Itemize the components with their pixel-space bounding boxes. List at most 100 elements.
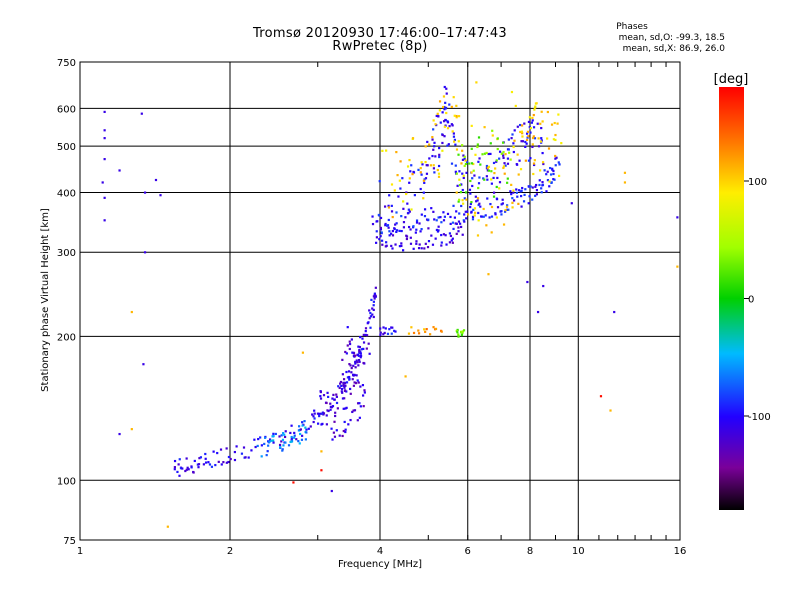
echo-point — [338, 434, 341, 437]
echo-point — [371, 215, 374, 218]
echo-point — [380, 239, 384, 242]
echo-point — [487, 169, 491, 172]
echo-point — [375, 230, 378, 233]
echo-point — [514, 104, 517, 108]
echo-point — [491, 134, 494, 137]
echo-point — [437, 172, 441, 175]
echo-point — [437, 216, 440, 219]
echo-point — [353, 373, 356, 376]
echo-point — [540, 141, 543, 144]
echo-point — [358, 345, 362, 349]
echo-point — [451, 124, 454, 127]
echo-point — [515, 188, 518, 191]
echo-point — [453, 216, 456, 219]
echo-point — [366, 322, 369, 325]
echo-point — [513, 139, 516, 142]
echo-point — [506, 162, 510, 165]
echo-point — [351, 351, 354, 354]
echo-point — [534, 194, 537, 197]
echo-point — [329, 402, 332, 405]
echo-point — [293, 436, 296, 439]
echo-point — [365, 347, 368, 350]
echo-point — [442, 95, 446, 98]
echo-point — [387, 206, 391, 209]
echo-point — [532, 113, 535, 117]
echo-point — [340, 390, 343, 393]
echo-point — [477, 203, 480, 207]
echo-point — [450, 162, 454, 165]
echo-point — [535, 183, 538, 187]
echo-point — [140, 112, 143, 115]
echo-point — [468, 162, 471, 165]
echo-point — [419, 167, 422, 170]
echo-point — [440, 330, 443, 333]
echo-point — [407, 332, 411, 335]
echo-point — [270, 439, 273, 442]
echo-point — [533, 108, 536, 111]
echo-point — [425, 164, 428, 167]
echo-point — [473, 174, 476, 177]
echo-point — [204, 452, 207, 456]
echo-point — [419, 171, 422, 174]
echo-point — [424, 242, 427, 245]
echo-point — [390, 244, 393, 248]
echo-point — [358, 358, 361, 362]
echo-point — [552, 169, 555, 173]
echo-point — [348, 375, 351, 379]
echo-point — [264, 436, 267, 439]
echo-point — [477, 182, 481, 185]
echo-point — [375, 236, 379, 239]
echo-point — [331, 405, 335, 408]
echo-point — [459, 222, 462, 225]
echo-point — [560, 142, 563, 145]
echo-point — [502, 156, 505, 159]
echo-point — [442, 219, 446, 222]
echo-point — [346, 344, 349, 347]
echo-point — [402, 207, 405, 210]
echo-point — [405, 234, 408, 237]
echo-point — [458, 183, 462, 187]
echo-point — [186, 466, 189, 469]
echo-point — [384, 222, 387, 226]
echo-point — [179, 467, 183, 470]
echo-point — [395, 229, 399, 232]
phases-heading: Phases — [616, 22, 648, 32]
echo-point — [452, 135, 456, 138]
y-tick-labels: 75 100 200 300 400 500 600 750 — [57, 58, 76, 547]
echo-point — [487, 273, 490, 276]
echo-point — [345, 352, 348, 355]
echo-point — [143, 251, 147, 254]
echo-point — [372, 315, 375, 319]
echo-point — [473, 214, 476, 217]
echo-point — [534, 185, 537, 188]
echo-point — [500, 213, 503, 216]
echo-point — [225, 447, 228, 450]
echo-point — [503, 172, 506, 175]
echo-point — [493, 172, 496, 175]
echo-point — [540, 191, 543, 194]
echo-point — [178, 474, 181, 477]
echo-point — [287, 444, 291, 447]
echo-point — [173, 466, 176, 469]
echo-point — [502, 223, 506, 226]
echo-point — [462, 329, 466, 332]
echo-point — [495, 160, 498, 163]
echo-point — [423, 178, 426, 181]
echo-point — [429, 333, 432, 336]
echo-point — [540, 126, 543, 130]
echo-point — [466, 210, 469, 213]
echo-point — [423, 181, 426, 184]
echo-point — [354, 354, 357, 357]
echo-point — [496, 137, 499, 140]
echo-point — [387, 218, 390, 222]
echo-point — [462, 154, 465, 157]
echo-point — [330, 427, 333, 430]
echo-point — [477, 136, 481, 139]
echo-point — [445, 87, 448, 90]
echo-point — [532, 126, 536, 129]
echo-point — [455, 116, 458, 119]
echo-point — [463, 213, 466, 216]
echo-point — [322, 412, 326, 415]
echo-point — [511, 197, 514, 200]
echo-point — [394, 330, 397, 333]
